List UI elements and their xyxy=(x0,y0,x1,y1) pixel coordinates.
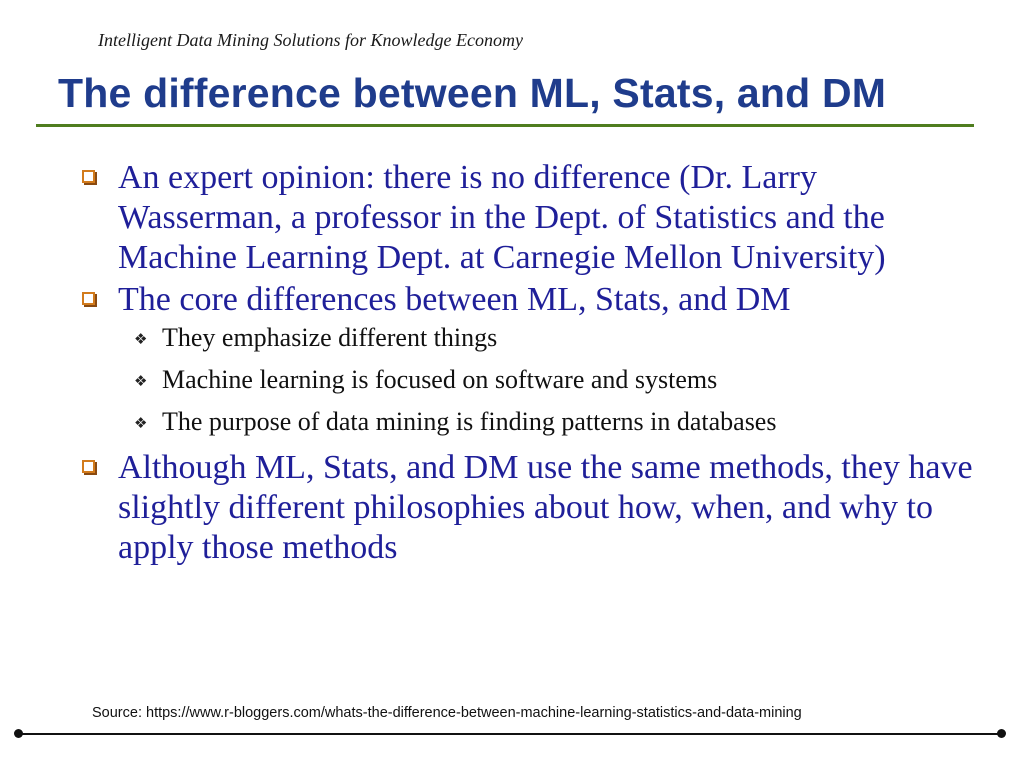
sub-bullet-item: ❖ They emphasize different things xyxy=(80,322,980,353)
sub-bullet-item: ❖ The purpose of data mining is finding … xyxy=(80,406,980,437)
bullet-item-1: An expert opinion: there is no differenc… xyxy=(80,158,980,278)
footer-dot-left xyxy=(14,729,23,738)
bullet-text: Although ML, Stats, and DM use the same … xyxy=(118,449,973,566)
slide-title: The difference between ML, Stats, and DM xyxy=(58,70,887,116)
hollow-square-icon xyxy=(82,292,95,305)
sub-bullet-text: Machine learning is focused on software … xyxy=(162,365,718,394)
sub-bullet-item: ❖ Machine learning is focused on softwar… xyxy=(80,364,980,395)
footer-divider xyxy=(18,733,1002,735)
source-citation: Source: https://www.r-bloggers.com/whats… xyxy=(92,705,802,721)
slide-content: An expert opinion: there is no differenc… xyxy=(80,158,980,570)
sub-bullet-list: ❖ They emphasize different things ❖ Mach… xyxy=(80,322,980,437)
title-divider xyxy=(36,124,974,127)
bullet-item-2: The core differences between ML, Stats, … xyxy=(80,280,980,320)
sub-bullet-text: They emphasize different things xyxy=(162,323,498,352)
bullet-item-3: Although ML, Stats, and DM use the same … xyxy=(80,448,980,568)
four-diamond-icon: ❖ xyxy=(134,414,148,432)
hollow-square-icon xyxy=(82,460,95,473)
sub-bullet-text: The purpose of data mining is finding pa… xyxy=(162,407,777,436)
hollow-square-icon xyxy=(82,170,95,183)
footer-dot-right xyxy=(997,729,1006,738)
bullet-text: An expert opinion: there is no differenc… xyxy=(118,159,886,276)
four-diamond-icon: ❖ xyxy=(134,330,148,348)
four-diamond-icon: ❖ xyxy=(134,372,148,390)
header-tagline: Intelligent Data Mining Solutions for Kn… xyxy=(98,30,523,50)
bullet-text: The core differences between ML, Stats, … xyxy=(118,281,791,318)
